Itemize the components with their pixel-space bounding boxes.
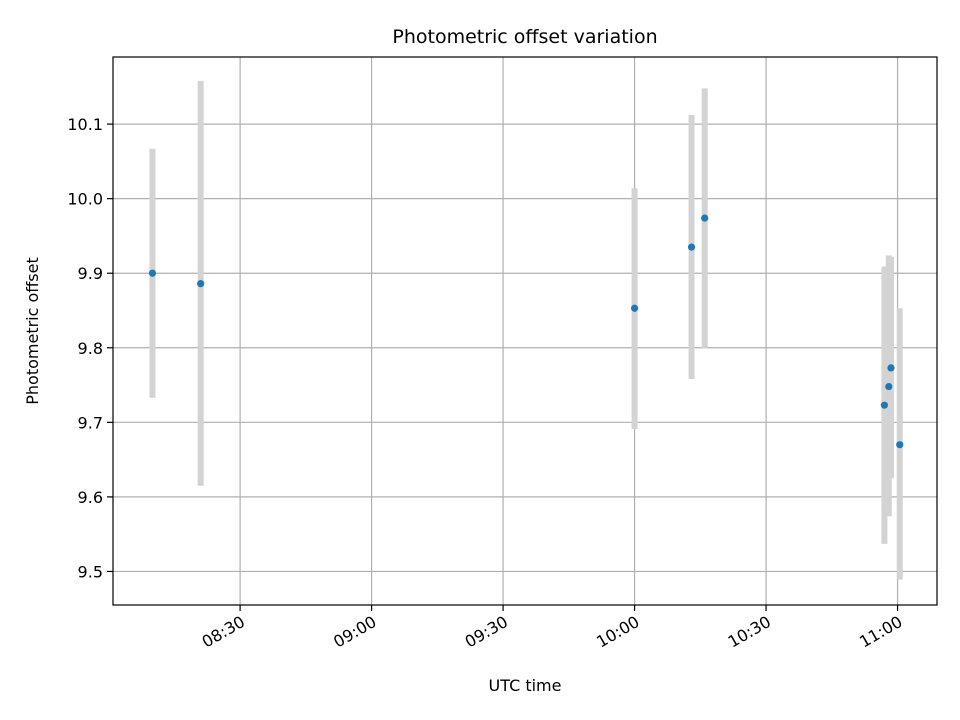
data-point: [887, 364, 895, 372]
data-point: [896, 441, 904, 449]
x-axis-label: UTC time: [489, 676, 562, 695]
data-point: [885, 382, 893, 391]
y-tick-label: 10.1: [67, 115, 103, 134]
data-point: [197, 280, 205, 288]
chart-title: Photometric offset variation: [392, 26, 657, 48]
y-tick-label: 9.7: [78, 413, 103, 432]
plot-frame: [112, 56, 938, 606]
y-tick-label: 10.0: [67, 190, 103, 209]
data-point: [630, 304, 639, 312]
data-point: [880, 401, 889, 409]
y-tick-label: 9.8: [78, 339, 103, 358]
y-axis-label: Photometric offset: [23, 257, 42, 405]
data-point: [701, 214, 709, 222]
data-point: [148, 269, 157, 277]
data-points: [148, 214, 904, 449]
y-tick-label: 9.6: [78, 488, 103, 507]
y-tick-label: 9.9: [78, 264, 103, 283]
y-tick-label: 9.5: [78, 562, 103, 581]
data-point: [687, 243, 696, 251]
